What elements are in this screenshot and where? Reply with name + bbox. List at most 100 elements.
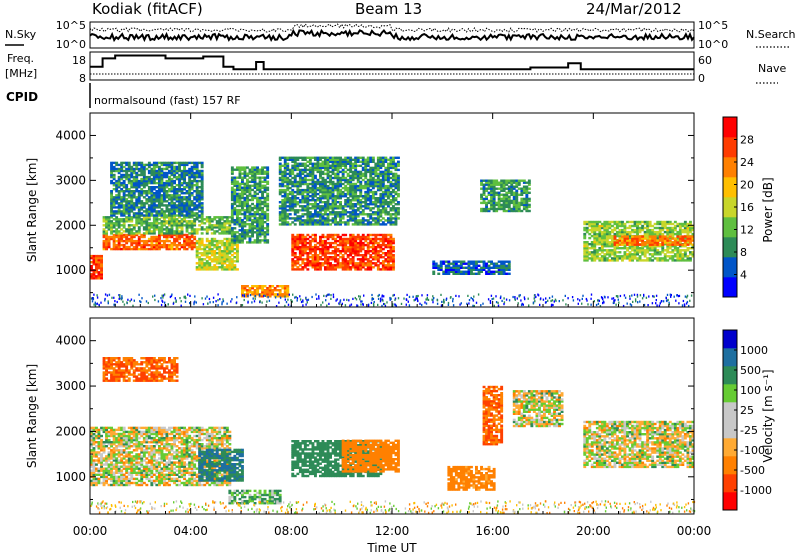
data-cell — [389, 190, 393, 194]
data-cell — [130, 208, 134, 211]
data-cell — [646, 220, 650, 224]
data-cell — [339, 213, 342, 216]
data-cell — [392, 223, 395, 226]
data-cell — [198, 237, 202, 241]
data-cell — [369, 233, 373, 237]
data-cell — [384, 268, 388, 271]
data-cell — [661, 249, 665, 252]
data-cell — [112, 206, 116, 209]
data-cell — [301, 247, 305, 251]
data-cell — [636, 222, 639, 226]
data-cell — [613, 249, 617, 252]
data-cell — [180, 177, 184, 181]
data-cell — [369, 215, 373, 218]
data-cell — [666, 232, 670, 236]
data-cell — [225, 252, 229, 255]
data-cell — [336, 239, 340, 243]
data-cell — [311, 199, 315, 202]
data-cell — [369, 264, 373, 267]
data-cell — [349, 164, 353, 167]
data-cell — [331, 250, 335, 253]
data-cell — [291, 252, 295, 255]
data-cell — [163, 245, 166, 249]
data-cell — [376, 243, 380, 247]
data-cell — [158, 186, 161, 189]
data-cell — [178, 202, 181, 205]
data-cell — [626, 226, 629, 230]
data-cell — [314, 223, 317, 226]
data-cell — [193, 214, 197, 217]
data-cell — [137, 239, 141, 243]
data-cell — [314, 166, 317, 170]
data-cell — [369, 197, 373, 200]
data-cell — [256, 186, 259, 189]
data-cell — [392, 178, 395, 182]
data-cell — [100, 256, 103, 260]
data-cell — [283, 223, 287, 226]
data-cell — [188, 214, 192, 217]
data-cell — [394, 215, 398, 218]
data-cell — [306, 188, 310, 192]
data-cell — [238, 184, 242, 187]
data-cell — [256, 184, 259, 187]
data-cell — [616, 259, 619, 262]
data-cell — [344, 213, 348, 216]
data-cell — [321, 207, 325, 210]
data-cell — [344, 156, 348, 159]
data-cell — [117, 241, 121, 245]
data-cell — [356, 203, 360, 206]
data-cell — [145, 194, 149, 197]
data-cell — [480, 268, 483, 271]
data-cell — [296, 241, 300, 245]
data-cell — [127, 202, 131, 205]
data-cell — [354, 237, 358, 241]
data-cell — [243, 188, 247, 192]
data-cell — [115, 220, 119, 223]
data-cell — [316, 168, 320, 172]
data-cell — [158, 161, 161, 165]
data-cell — [490, 262, 493, 265]
data-cell — [150, 163, 154, 167]
data-cell — [122, 210, 126, 213]
data-cell — [389, 213, 393, 216]
beam-title: Beam 13 — [355, 0, 422, 18]
data-cell — [389, 164, 393, 167]
data-cell — [110, 190, 113, 193]
data-cell — [449, 270, 453, 273]
data-cell — [195, 230, 199, 233]
data-cell — [364, 160, 368, 163]
data-cell — [281, 287, 285, 290]
data-cell — [291, 199, 295, 202]
data-cell — [298, 252, 302, 255]
data-cell — [331, 201, 335, 204]
data-cell — [102, 230, 106, 233]
data-cell — [344, 184, 348, 188]
data-cell — [238, 219, 242, 222]
data-cell — [351, 256, 355, 259]
data-cell — [173, 214, 176, 217]
data-cell — [303, 252, 307, 255]
data-cell — [263, 200, 267, 204]
data-cell — [379, 237, 383, 241]
data-cell — [266, 223, 270, 226]
data-cell — [583, 257, 587, 260]
data-cell — [379, 164, 383, 167]
data-cell — [246, 219, 249, 222]
data-cell — [389, 235, 393, 239]
data-cell — [215, 247, 219, 251]
data-cell — [371, 195, 375, 198]
data-cell — [205, 266, 209, 269]
data-cell — [236, 188, 239, 192]
data-cell — [359, 199, 363, 202]
data-cell — [251, 170, 254, 173]
data-cell — [223, 237, 227, 241]
data-cell — [593, 220, 597, 224]
data-cell — [173, 208, 176, 211]
data-cell — [293, 211, 297, 214]
data-cell — [296, 162, 300, 165]
data-cell — [293, 199, 297, 202]
data-cell — [394, 166, 398, 170]
data-cell — [459, 270, 463, 273]
data-cell — [636, 251, 639, 254]
data-cell — [286, 180, 290, 184]
